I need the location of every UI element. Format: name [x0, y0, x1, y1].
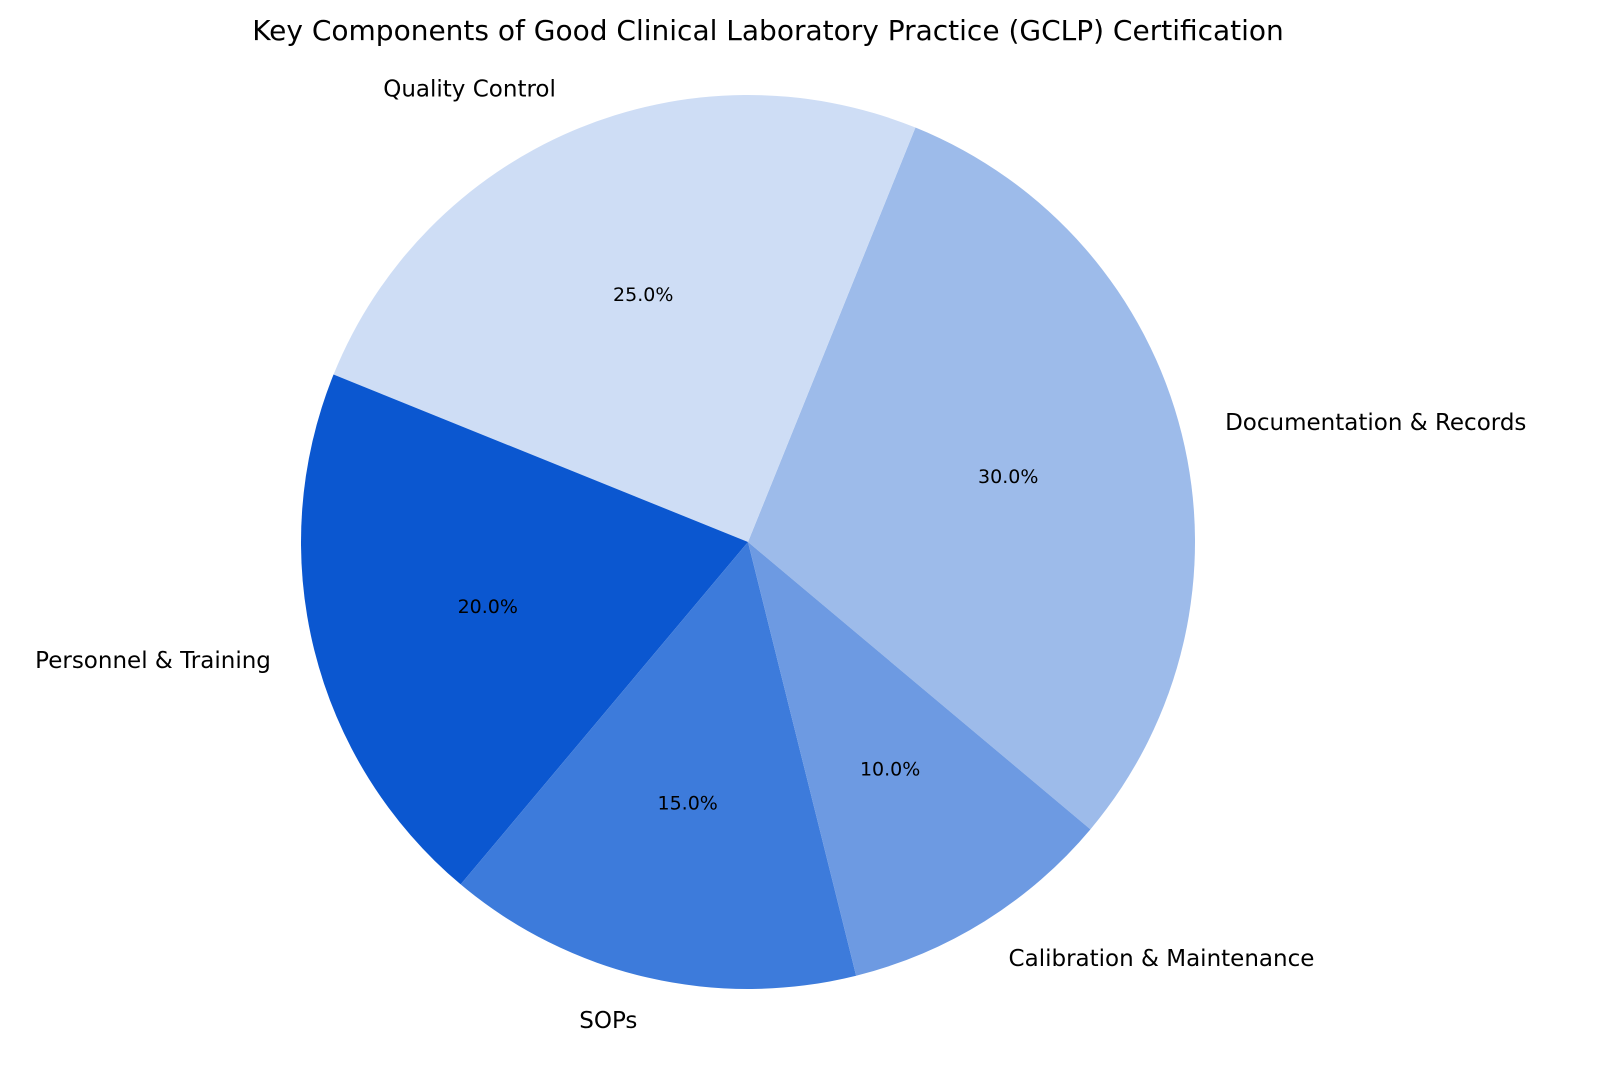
pie-slice-sops [460, 542, 857, 989]
pie-slices [301, 95, 1195, 989]
percent-label-quality-control: 25.0% [613, 284, 673, 306]
pie-slice-quality-control [333, 95, 916, 543]
slice-label-personnel-and-training: Personnel & Training [35, 648, 271, 674]
percent-label-personnel-and-training: 20.0% [458, 596, 518, 618]
slice-label-sops: SOPs [579, 1008, 637, 1034]
pie-slice-documentation-and-records [748, 127, 1195, 830]
percent-label-documentation-and-records: 30.0% [978, 466, 1038, 488]
pie-slice-calibration-and-maintenance [748, 542, 1091, 976]
slice-label-calibration-and-maintenance: Calibration & Maintenance [1009, 946, 1315, 972]
percent-label-sops: 15.0% [657, 792, 717, 814]
pie-labels: 30.0% Documentation & Records 25.0% Quality… [35, 76, 1526, 1034]
slice-label-quality-control: Quality Control [383, 76, 556, 102]
slice-label-documentation-and-records: Documentation & Records [1225, 410, 1526, 436]
chart-title: Key Components of Good Clinical Laborato… [252, 14, 1284, 47]
percent-label-calibration-and-maintenance: 10.0% [860, 758, 920, 780]
pie-slice-personnel-and-training [301, 374, 748, 885]
